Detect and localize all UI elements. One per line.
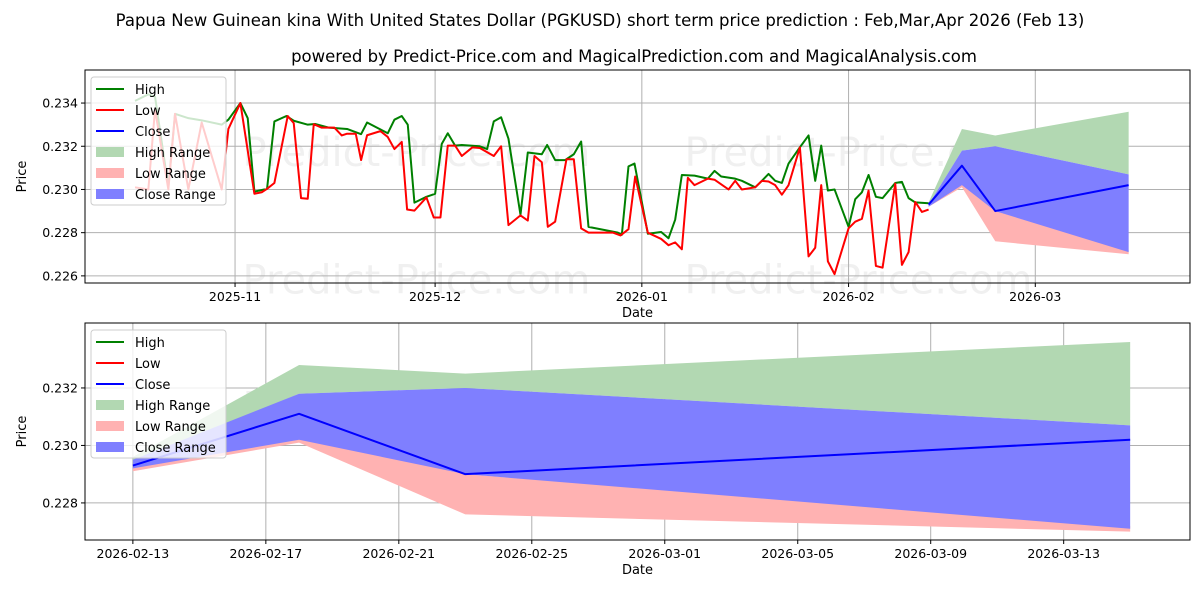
legend-swatch-low-range	[96, 168, 124, 178]
x-tick-label: 2025-12	[409, 289, 461, 304]
legend-swatch-close-range	[96, 189, 124, 199]
x-tick-label: 2026-02-17	[230, 546, 303, 561]
chart-title: Papua New Guinean kina With United State…	[116, 11, 1085, 30]
legend-label: Close Range	[135, 188, 216, 203]
legend-swatch-high-range	[96, 400, 124, 410]
legend-label: High	[135, 83, 165, 98]
high-range-band	[132, 341, 1131, 463]
y-tick-label: 0.228	[42, 225, 78, 240]
close-range-band	[928, 146, 1129, 253]
watermark: Predict-Price.com	[685, 258, 1033, 304]
legend-box	[90, 329, 227, 459]
y-tick-label: 0.230	[42, 438, 78, 453]
plot-area	[134, 93, 1129, 276]
x-tick-label: 2026-03	[1009, 289, 1061, 304]
y-axis-label: Price	[15, 161, 30, 193]
legend: High Low Close High Range Low Range Close Ran…	[90, 329, 227, 459]
watermark: Predict-Price.com	[243, 258, 591, 304]
x-tick-label: 2026-03-01	[628, 546, 701, 561]
x-tick-label: 2026-02-25	[495, 546, 568, 561]
chart-panel-2: Predict-Price.comPredict-Price.com2026-0…	[15, 322, 1191, 578]
legend-label: Close	[135, 378, 170, 393]
legend-box	[90, 76, 227, 206]
y-axis-label: Price	[15, 416, 30, 448]
x-tick-label: 2026-03-05	[761, 546, 834, 561]
legend-label: Low Range	[135, 167, 206, 182]
legend-label: High Range	[135, 399, 210, 414]
x-tick-label: 2026-02	[822, 289, 874, 304]
x-axis-label: Date	[622, 306, 653, 321]
legend-swatch-high-range	[96, 147, 124, 157]
x-tick-label: 2026-03-13	[1027, 546, 1100, 561]
y-tick-label: 0.232	[42, 139, 78, 154]
legend-label: High	[135, 336, 165, 351]
y-tick-label: 0.226	[42, 268, 78, 283]
legend-label: Close Range	[135, 441, 216, 456]
close-range-band	[132, 387, 1131, 529]
close-series-line	[927, 164, 1129, 213]
x-tick-label: 2026-01	[616, 289, 668, 304]
y-tick-label: 0.230	[42, 182, 78, 197]
high-series-line	[134, 93, 929, 240]
y-tick-label: 0.234	[42, 96, 78, 111]
legend-swatch-low-range	[96, 421, 124, 431]
y-tick-label: 0.232	[42, 380, 78, 395]
legend-label: Low Range	[135, 420, 206, 435]
low-series-line	[134, 102, 929, 276]
legend-label: High Range	[135, 146, 210, 161]
x-tick-label: 2026-03-09	[894, 546, 967, 561]
x-axis-label: Date	[622, 563, 653, 578]
legend-label: Low	[135, 357, 161, 372]
y-tick-label: 0.228	[42, 495, 78, 510]
x-tick-label: 2025-11	[209, 289, 261, 304]
legend-label: Close	[135, 125, 170, 140]
x-tick-label: 2026-02-21	[362, 546, 435, 561]
plot-frame	[84, 322, 1191, 541]
chart-subtitle: powered by Predict-Price.com and Magical…	[291, 47, 977, 66]
legend: High Low Close High Range Low Range Close Ran…	[90, 76, 227, 206]
x-tick-label: 2026-02-13	[97, 546, 170, 561]
legend-swatch-close-range	[96, 442, 124, 452]
plot-frame	[84, 69, 1191, 284]
chart-panel-1: Predict-Price.com Predict-Price.comPredic…	[15, 69, 1191, 321]
legend-label: Low	[135, 104, 161, 119]
high-range-band	[928, 111, 1129, 205]
